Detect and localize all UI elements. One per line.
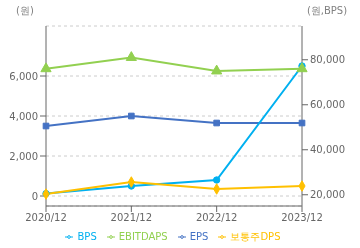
svg-text:2022/12: 2022/12 bbox=[196, 212, 238, 223]
svg-text:20,000: 20,000 bbox=[310, 189, 345, 200]
svg-text:2020/12: 2020/12 bbox=[25, 212, 67, 223]
html-text:보통주DPS: 보통주DPS bbox=[230, 231, 281, 242]
svg-text:2021/12: 2021/12 bbox=[111, 212, 153, 223]
svg-text:60,000: 60,000 bbox=[310, 99, 345, 110]
svg-text:2023/12: 2023/12 bbox=[281, 212, 323, 223]
svg-text:0: 0 bbox=[32, 191, 38, 202]
html-text:BPS: BPS bbox=[77, 231, 97, 242]
svg-text:4,000: 4,000 bbox=[9, 111, 38, 122]
svg-text:40,000: 40,000 bbox=[310, 144, 345, 155]
svg-text:6,000: 6,000 bbox=[9, 71, 38, 82]
html-text:EPS: EPS bbox=[189, 231, 209, 242]
svg-text:2,000: 2,000 bbox=[9, 151, 38, 162]
svg-text:80,000: 80,000 bbox=[310, 54, 345, 65]
svg-text:(원): (원) bbox=[16, 5, 34, 16]
svg-text:(원,BPS): (원,BPS) bbox=[307, 5, 347, 16]
html-text:EBITDAPS: EBITDAPS bbox=[118, 231, 168, 242]
